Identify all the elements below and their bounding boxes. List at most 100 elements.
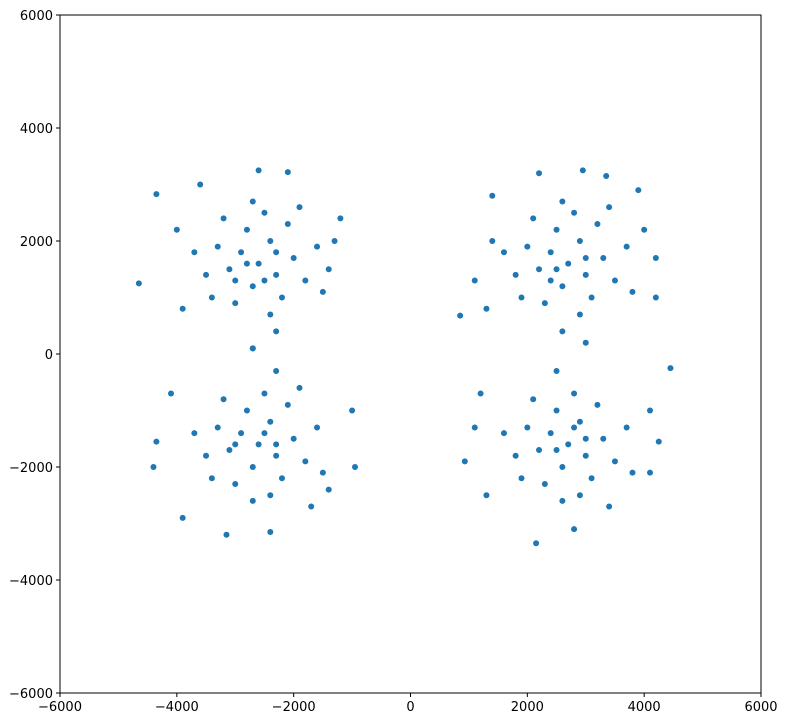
point: [512, 452, 519, 459]
point: [652, 254, 659, 261]
point: [150, 464, 157, 470]
point: [536, 170, 543, 177]
point: [603, 173, 610, 180]
point: [512, 271, 519, 278]
point: [179, 305, 186, 312]
point: [524, 424, 531, 431]
point: [179, 514, 186, 521]
point: [524, 243, 531, 250]
point: [261, 390, 268, 397]
point: [284, 169, 291, 176]
point: [652, 294, 659, 301]
point: [518, 475, 525, 482]
point: [153, 438, 160, 445]
y-tick-label: 6000: [20, 9, 53, 24]
point: [267, 311, 274, 318]
point: [547, 430, 554, 437]
point: [518, 294, 525, 301]
point: [226, 447, 233, 454]
x-tick-label: −6000: [38, 700, 82, 715]
point: [249, 345, 256, 352]
y-tick-label: −6000: [9, 687, 53, 702]
point: [576, 238, 583, 244]
point: [576, 418, 583, 425]
point: [541, 480, 548, 487]
point: [325, 486, 332, 493]
point: [232, 277, 239, 284]
point: [238, 249, 245, 256]
y-tick-label: 2000: [20, 235, 53, 250]
y-tick-label: −2000: [9, 461, 53, 476]
point: [582, 339, 589, 346]
point: [249, 464, 256, 470]
point: [135, 280, 142, 287]
point: [611, 277, 618, 284]
y-tick-label: 0: [45, 348, 53, 363]
point: [571, 526, 578, 533]
point: [461, 458, 468, 465]
point: [553, 226, 560, 233]
point: [173, 226, 180, 233]
point: [290, 254, 297, 261]
point: [331, 238, 338, 244]
y-tick-label: −4000: [9, 574, 53, 589]
point: [559, 497, 566, 504]
point: [594, 221, 601, 228]
point: [255, 441, 262, 448]
point: [606, 204, 613, 211]
point: [553, 266, 560, 273]
point: [541, 300, 548, 307]
point: [647, 407, 654, 414]
point: [655, 438, 662, 445]
point: [319, 469, 326, 476]
point: [667, 365, 674, 372]
point: [536, 266, 543, 273]
point: [337, 215, 344, 222]
point: [483, 492, 490, 499]
point: [600, 254, 607, 261]
point: [559, 283, 566, 290]
point: [267, 528, 274, 535]
point: [325, 266, 332, 273]
point: [588, 294, 595, 301]
point: [249, 283, 256, 290]
point: [249, 198, 256, 205]
point: [500, 430, 507, 437]
point: [629, 469, 636, 476]
point: [208, 475, 215, 482]
point: [571, 209, 578, 216]
point: [547, 277, 554, 284]
point: [594, 401, 601, 408]
point: [647, 469, 654, 476]
point: [223, 531, 230, 538]
point: [302, 277, 309, 284]
point: [483, 305, 490, 312]
point: [582, 271, 589, 278]
point: [261, 430, 268, 437]
point: [582, 452, 589, 459]
point: [302, 458, 309, 465]
point: [565, 260, 572, 267]
point: [641, 226, 648, 233]
point: [273, 328, 280, 335]
x-tick-label: 0: [406, 700, 414, 715]
point: [203, 271, 210, 278]
point: [606, 503, 613, 510]
point: [471, 424, 478, 431]
point: [273, 271, 280, 278]
point: [582, 254, 589, 261]
point: [588, 475, 595, 482]
point: [220, 396, 227, 403]
point: [559, 328, 566, 335]
point: [273, 452, 280, 459]
point: [349, 407, 356, 414]
point: [249, 497, 256, 504]
x-tick-label: 6000: [744, 700, 777, 715]
point: [553, 407, 560, 414]
point: [290, 435, 297, 442]
point: [214, 424, 221, 431]
point: [191, 249, 198, 256]
point: [167, 390, 174, 397]
point: [232, 441, 239, 448]
point: [261, 209, 268, 216]
